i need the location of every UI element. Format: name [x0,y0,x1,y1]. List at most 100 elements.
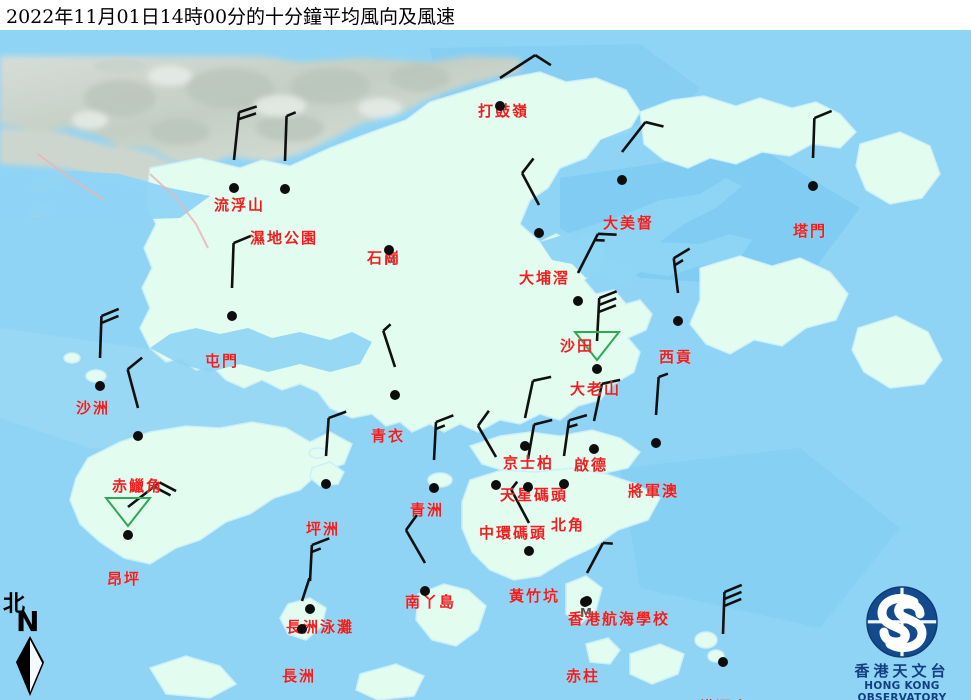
station-label-9[interactable]: 西貢 [659,348,694,366]
wind-barb [526,418,553,460]
station-label-22[interactable]: 昂坪 [107,570,142,588]
station-dot[interactable] [808,181,818,191]
station-label-21[interactable]: 坪洲 [306,520,341,538]
station-dot[interactable] [651,438,661,448]
station-label-23[interactable]: 黃竹坑 [509,587,561,605]
wind-barb [300,577,311,602]
wind-barb [585,541,613,574]
barb-half [311,547,322,554]
station-marker-layer [103,331,622,528]
station-dot[interactable] [321,479,331,489]
hko-name-cn: 香港天文台 [854,662,950,680]
station-label-16[interactable]: 將軍澳 [628,482,680,500]
station-dot[interactable] [384,245,394,255]
station-label-4[interactable]: 大美督 [603,214,655,232]
station-label-14[interactable]: 京士柏 [503,454,555,472]
station-label-19[interactable]: 中環碼頭 [479,524,548,542]
map-canvas[interactable]: 打鼓嶺流浮山濕地公園 M 石崗 大美督大埔滘 塔門沙田屯門 西貢大老山沙洲青衣赤鱲角 京士柏… [0,28,971,700]
compass-rose: 北 N [0,588,64,700]
hko-logo: 香港天文台 HONG KONG OBSERVATORY [838,586,966,700]
station-dot[interactable] [95,381,105,391]
station-label-13[interactable]: 赤鱲角 [112,477,164,495]
barb-full [328,410,347,420]
station-label-25[interactable]: 香港航海學校 [568,610,671,628]
station-dot[interactable] [589,444,599,454]
barb-full [723,597,742,608]
wind-barb [499,54,552,80]
station-label-6[interactable]: 塔門 [793,222,828,240]
barb-full [435,414,454,424]
wind-barb [382,323,397,368]
station-dot[interactable] [229,183,239,193]
station-dot[interactable] [495,101,505,111]
southern-islands [63,352,725,700]
station-dot[interactable] [280,184,290,194]
station-label-1[interactable]: 流浮山 [214,196,266,214]
station-dot[interactable] [133,431,143,441]
station-label-18[interactable]: 天星碼頭 [500,486,569,504]
station-label-0[interactable]: 打鼓嶺 [478,102,530,120]
station-dot[interactable] [673,316,683,326]
barb-half [435,424,446,431]
barb-full [404,514,418,531]
station-label-3[interactable]: 石崗 [367,249,402,267]
barb-full [521,157,535,175]
station-label-10[interactable]: 大老山 [570,380,622,398]
station-label-5[interactable]: 大埔滘 [519,269,571,287]
wind-barb [432,414,454,461]
station-m-marker: M [580,606,592,620]
bridge-lines [37,153,209,249]
station-dot[interactable] [305,604,315,614]
wind-barb [324,410,347,457]
station-label-12[interactable]: 青衣 [371,427,406,445]
station-dot[interactable] [227,311,237,321]
station-label-11[interactable]: 沙洲 [76,399,111,417]
station-label-2[interactable]: 濕地公園 [250,229,319,247]
wind-barb [672,247,691,294]
station-label-8[interactable]: 屯門 [205,352,240,370]
station-dot[interactable] [523,482,533,492]
station-label-7[interactable]: 沙田 [560,337,595,355]
station-dot[interactable] [491,480,501,490]
station-label-20[interactable]: 北角 [551,516,586,534]
station-dot[interactable] [534,228,544,238]
station-label-28[interactable]: 赤柱 [566,667,601,685]
station-dot[interactable] [390,390,400,400]
station-dot[interactable] [580,597,590,607]
station-dot[interactable] [520,441,530,451]
green-triangle-marker [572,331,622,362]
hko-s-logo-icon [866,586,938,658]
station-label-17[interactable]: 青洲 [410,501,445,519]
station-dot[interactable] [123,530,133,540]
barb-half [602,541,613,545]
station-dot[interactable] [573,296,583,306]
barb-full [533,418,553,426]
station-dot[interactable] [559,479,569,489]
wind-barb-layer [98,54,833,635]
barb-half [510,480,519,491]
station-dot[interactable] [297,624,307,634]
station-dot[interactable] [592,364,602,374]
barb-full [532,375,552,383]
barb-full [158,481,177,493]
wind-barb [576,232,617,274]
mainland-urban-texture [0,56,520,184]
barb-full [311,537,330,547]
wind-barb [562,413,588,457]
compass-north-cn: 北 [3,591,26,617]
station-dot[interactable] [617,175,627,185]
station-label-15[interactable]: 啟德 [574,456,609,474]
barb-full [598,297,617,307]
bay-cutouts [0,120,752,372]
wind-barb [127,481,177,509]
barb-full [723,583,743,594]
station-label-27[interactable]: 長洲 [282,667,317,685]
wind-barb [126,356,143,409]
page-title: 2022年11月01日14時00分的十分鐘平均風向及風速 [6,6,456,28]
station-label-24[interactable]: 南丫島 [405,593,457,611]
station-dot[interactable] [718,657,728,667]
station-dot[interactable] [420,586,430,596]
wind-barb [308,537,330,582]
station-dot[interactable] [524,546,534,556]
station-dot[interactable] [429,483,439,493]
